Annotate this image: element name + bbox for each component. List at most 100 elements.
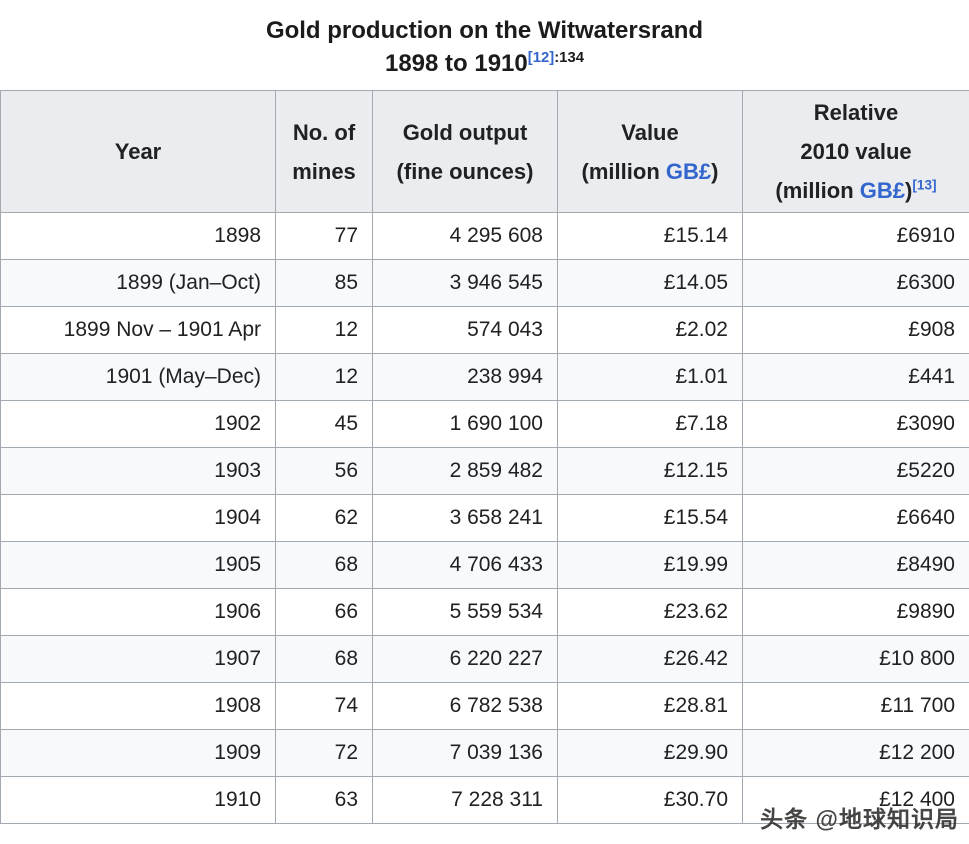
table-row: 1908 74 6 782 538 £28.81 £11 700 <box>0 682 969 730</box>
cell-year: 1898 <box>0 212 276 260</box>
cell-value: £7.18 <box>557 400 743 448</box>
cell-output: 1 690 100 <box>372 400 558 448</box>
cell-relative: £9890 <box>742 588 969 636</box>
caption-line1: Gold production on the Witwatersrand <box>265 17 704 44</box>
cell-mines: 77 <box>275 212 373 260</box>
cell-output: 238 994 <box>372 353 558 401</box>
table-row: 1909 72 7 039 136 £29.90 £12 200 <box>0 729 969 777</box>
header-value-line2: (million GB£) <box>564 152 736 191</box>
cell-year: 1909 <box>0 729 276 777</box>
table-row: 1910 63 7 228 311 £30.70 £12 400 <box>0 776 969 824</box>
cell-relative: £12 400 <box>742 776 969 824</box>
cell-mines: 74 <box>275 682 373 730</box>
header-relative-line2: 2010 value <box>800 139 912 164</box>
cell-mines: 63 <box>275 776 373 824</box>
caption-line2: 1898 to 1910[12]:134 <box>0 47 969 80</box>
cell-value: £26.42 <box>557 635 743 683</box>
header-mines: No. of mines <box>275 90 373 213</box>
cell-mines: 12 <box>275 306 373 354</box>
cell-mines: 68 <box>275 541 373 589</box>
cell-year: 1907 <box>0 635 276 683</box>
cell-year: 1906 <box>0 588 276 636</box>
cell-output: 4 295 608 <box>372 212 558 260</box>
cell-mines: 85 <box>275 259 373 307</box>
cell-value: £23.62 <box>557 588 743 636</box>
caption-years: 1898 to 1910 <box>384 50 528 77</box>
table-row: 1901 (May–Dec) 12 238 994 £1.01 £441 <box>0 353 969 401</box>
header-relative-line1: Relative <box>813 100 899 125</box>
cell-relative: £11 700 <box>742 682 969 730</box>
ref-13: [13] <box>912 178 936 193</box>
cell-year: 1910 <box>0 776 276 824</box>
cell-output: 2 859 482 <box>372 447 558 495</box>
ref-page-number: :134 <box>554 50 584 66</box>
ref-12-link[interactable]: [12] <box>527 50 555 66</box>
cell-relative: £6910 <box>742 212 969 260</box>
cell-relative: £8490 <box>742 541 969 589</box>
cell-output: 4 706 433 <box>372 541 558 589</box>
header-relative-line3: (million GB£)[13] <box>749 171 963 210</box>
header-value-post: ) <box>711 158 719 184</box>
header-relative-value: Relative 2010 value (million GB£)[13] <box>742 90 969 213</box>
cell-mines: 62 <box>275 494 373 542</box>
cell-relative: £3090 <box>742 400 969 448</box>
cell-output: 7 228 311 <box>372 776 558 824</box>
header-output-line1: Gold output <box>402 119 528 145</box>
cell-value: £2.02 <box>557 306 743 354</box>
gold-production-table: Year No. of mines Gold output (fine ounc… <box>0 90 969 824</box>
cell-mines: 45 <box>275 400 373 448</box>
cell-value: £15.54 <box>557 494 743 542</box>
cell-output: 3 658 241 <box>372 494 558 542</box>
cell-mines: 72 <box>275 729 373 777</box>
cell-relative: £908 <box>742 306 969 354</box>
cell-value: £15.14 <box>557 212 743 260</box>
header-year-label: Year <box>114 139 162 164</box>
gbp-link[interactable]: GB£ <box>665 158 712 184</box>
cell-year: 1902 <box>0 400 276 448</box>
ref-13-link[interactable]: [13] <box>912 177 937 193</box>
cell-relative: £10 800 <box>742 635 969 683</box>
cell-value: £28.81 <box>557 682 743 730</box>
cell-relative: £12 200 <box>742 729 969 777</box>
cell-mines: 12 <box>275 353 373 401</box>
cell-relative: £6300 <box>742 259 969 307</box>
table-row: 1907 68 6 220 227 £26.42 £10 800 <box>0 635 969 683</box>
table-row: 1904 62 3 658 241 £15.54 £6640 <box>0 494 969 542</box>
cell-output: 6 782 538 <box>372 682 558 730</box>
cell-relative: £5220 <box>742 447 969 495</box>
cell-mines: 56 <box>275 447 373 495</box>
cell-value: £1.01 <box>557 353 743 401</box>
cell-output: 5 559 534 <box>372 588 558 636</box>
gbp-link-2[interactable]: GB£ <box>859 178 905 203</box>
table-row: 1898 77 4 295 608 £15.14 £6910 <box>0 212 969 260</box>
table-row: 1899 (Jan–Oct) 85 3 946 545 £14.05 £6300 <box>0 259 969 307</box>
header-mines-line1: No. of <box>292 119 356 145</box>
cell-year: 1904 <box>0 494 276 542</box>
cell-year: 1903 <box>0 447 276 495</box>
cell-year: 1905 <box>0 541 276 589</box>
header-year: Year <box>0 90 276 213</box>
table-caption: Gold production on the Witwatersrand 189… <box>0 0 969 90</box>
header-relative-post: ) <box>905 178 913 203</box>
caption-reference: [12]:134 <box>528 50 584 66</box>
cell-year: 1899 Nov – 1901 Apr <box>0 306 276 354</box>
header-value: Value (million GB£) <box>557 90 743 213</box>
table-row: 1905 68 4 706 433 £19.99 £8490 <box>0 541 969 589</box>
table-row: 1903 56 2 859 482 £12.15 £5220 <box>0 447 969 495</box>
cell-output: 7 039 136 <box>372 729 558 777</box>
table-row: 1899 Nov – 1901 Apr 12 574 043 £2.02 £90… <box>0 306 969 354</box>
cell-value: £14.05 <box>557 259 743 307</box>
cell-year: 1899 (Jan–Oct) <box>0 259 276 307</box>
table-row: 1902 45 1 690 100 £7.18 £3090 <box>0 400 969 448</box>
cell-year: 1908 <box>0 682 276 730</box>
cell-value: £12.15 <box>557 447 743 495</box>
cell-value: £30.70 <box>557 776 743 824</box>
cell-year: 1901 (May–Dec) <box>0 353 276 401</box>
header-gold-output: Gold output (fine ounces) <box>372 90 558 213</box>
cell-value: £19.99 <box>557 541 743 589</box>
cell-output: 574 043 <box>372 306 558 354</box>
cell-relative: £6640 <box>742 494 969 542</box>
cell-mines: 68 <box>275 635 373 683</box>
cell-relative: £441 <box>742 353 969 401</box>
table-row: 1906 66 5 559 534 £23.62 £9890 <box>0 588 969 636</box>
